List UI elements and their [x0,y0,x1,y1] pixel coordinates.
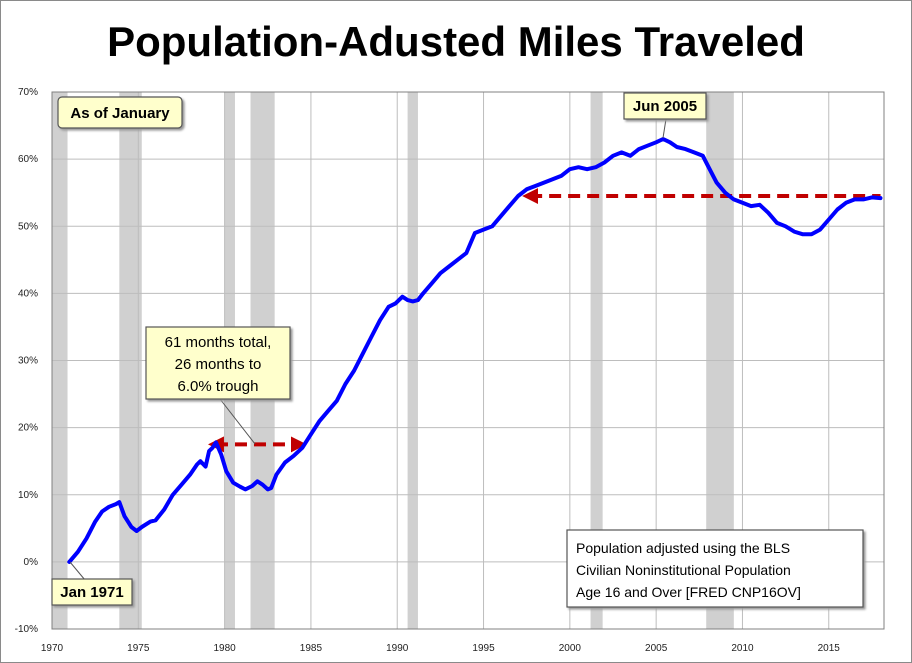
note-line3: Age 16 and Over [FRED CNP16OV] [576,584,801,600]
x-tick-label: 1990 [386,643,409,654]
x-tick-label: 2000 [559,643,582,654]
peak-callout: Jun 2005 [623,92,707,139]
note-line1: Population adjusted using the BLS [576,540,790,556]
start-label: Jan 1971 [60,584,123,601]
arrows [207,188,881,453]
y-tick-label: 70% [18,87,38,98]
note-box: Population adjusted using the BLS Civili… [566,529,864,608]
as-of-label: As of January [70,105,170,122]
x-tick-label: 2010 [731,643,754,654]
as-of-callout: As of January [57,96,183,129]
gap-label-line2: 26 months to [175,356,262,373]
x-tick-label: 2015 [818,643,841,654]
x-tick-label: 1985 [300,643,323,654]
y-tick-label: 10% [18,490,38,501]
x-tick-label: 2005 [645,643,668,654]
y-tick-label: 20% [18,423,38,434]
series [67,137,883,564]
gap-callout: 61 months total, 26 months to 6.0% troug… [145,326,291,445]
y-tick-label: 30% [18,356,38,367]
y-tick-label: 0% [24,557,39,568]
note-line2: Civilian Noninstitutional Population [576,562,791,578]
x-tick-label: 1970 [41,643,64,654]
peak-label: Jun 2005 [633,98,697,115]
x-tick-label: 1980 [213,643,236,654]
x-tick-label: 1975 [127,643,150,654]
gridlines [52,92,884,629]
gap-label-line1: 61 months total, [165,334,272,351]
chart-title: Population-Adusted Miles Traveled [107,18,805,65]
y-tick-label: 50% [18,221,38,232]
y-tick-label: -10% [15,624,38,635]
y-tick-label: 40% [18,288,38,299]
x-tick-label: 1995 [472,643,495,654]
start-callout: Jan 1971 [51,561,133,606]
tick-labels: -10% 0% 10% 20% 30% 40% 50% 60% 70% 1970 1975 1980 1… [15,87,841,654]
series-line-0 [67,137,883,564]
gap-label-line3: 6.0% trough [178,378,259,395]
y-tick-label: 60% [18,154,38,165]
plot-border [51,91,885,630]
